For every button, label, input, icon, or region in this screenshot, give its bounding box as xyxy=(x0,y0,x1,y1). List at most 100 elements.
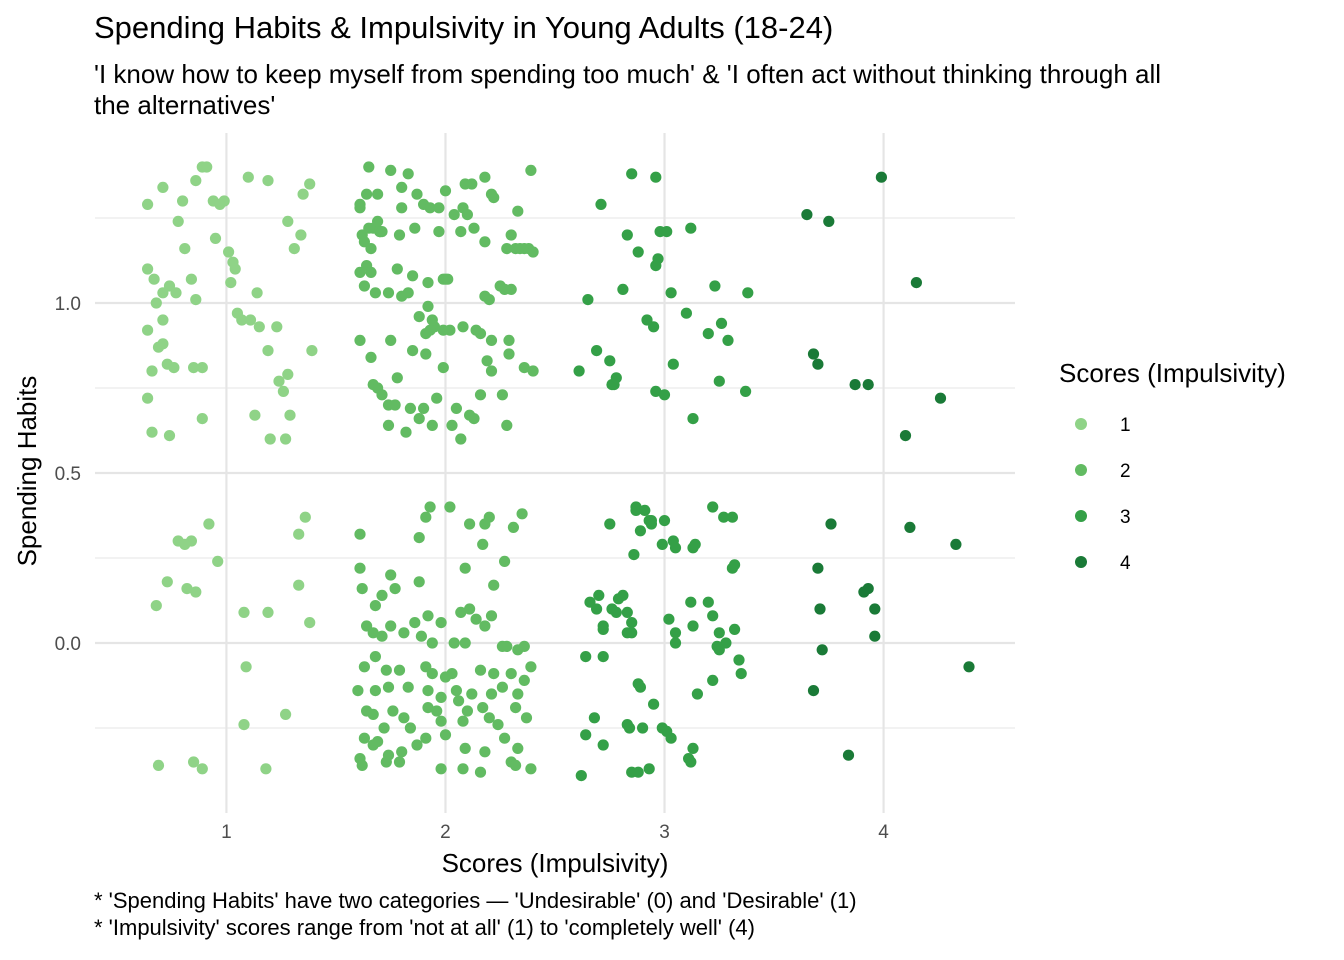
data-point xyxy=(963,661,975,673)
data-point xyxy=(404,722,416,734)
data-points xyxy=(142,161,975,782)
data-point xyxy=(812,562,824,574)
data-point xyxy=(181,583,193,595)
data-point xyxy=(899,430,912,442)
data-point xyxy=(718,511,730,523)
data-point xyxy=(474,389,487,401)
data-point xyxy=(358,732,370,744)
data-point xyxy=(604,518,616,530)
data-point xyxy=(238,719,250,731)
data-point xyxy=(527,246,539,258)
data-point xyxy=(591,603,603,615)
data-point xyxy=(354,334,366,346)
data-point xyxy=(413,576,425,588)
data-point xyxy=(372,736,384,748)
data-point xyxy=(518,362,530,374)
y-tick-label: 0.5 xyxy=(55,464,81,485)
data-point xyxy=(507,521,519,534)
data-point xyxy=(597,651,609,663)
data-point xyxy=(588,712,601,724)
data-point xyxy=(420,348,432,360)
data-point xyxy=(212,555,224,568)
data-point xyxy=(240,661,252,673)
data-point xyxy=(626,627,638,639)
data-point xyxy=(505,283,517,295)
data-point xyxy=(595,198,607,210)
data-point xyxy=(168,362,180,374)
data-point xyxy=(525,164,537,176)
data-point xyxy=(455,606,467,619)
data-point xyxy=(157,181,169,193)
data-point xyxy=(575,770,587,782)
data-point xyxy=(297,188,309,200)
data-point xyxy=(722,334,734,346)
data-point xyxy=(146,426,158,438)
data-point xyxy=(648,321,660,333)
data-point xyxy=(665,287,677,299)
data-point xyxy=(393,664,406,676)
data-point xyxy=(685,596,697,608)
data-point xyxy=(367,627,379,639)
data-point xyxy=(157,287,169,299)
data-point xyxy=(707,501,719,513)
data-point xyxy=(488,668,500,680)
data-point xyxy=(667,358,679,370)
data-point xyxy=(658,515,671,527)
data-point xyxy=(422,277,434,289)
data-point xyxy=(385,569,397,581)
data-point xyxy=(356,759,368,772)
data-point xyxy=(179,243,191,255)
data-point xyxy=(142,392,154,404)
data-point xyxy=(433,226,445,238)
data-point xyxy=(142,263,154,275)
data-point xyxy=(422,685,434,697)
data-point xyxy=(196,763,208,775)
data-point xyxy=(499,732,511,744)
data-point xyxy=(249,409,261,421)
data-point xyxy=(520,712,533,724)
caption-line: * 'Impulsivity' scores range from 'not a… xyxy=(94,915,755,940)
data-point xyxy=(512,205,524,217)
data-point xyxy=(354,202,366,214)
data-point xyxy=(485,365,498,377)
data-point xyxy=(862,379,874,391)
data-point xyxy=(650,171,662,183)
data-point xyxy=(262,345,274,357)
data-point xyxy=(420,732,432,744)
data-point xyxy=(387,705,399,717)
chart-title: Spending Habits & Impulsivity in Young A… xyxy=(94,10,834,45)
caption: * 'Spending Habits' have two categories … xyxy=(94,887,857,941)
caption-line: * 'Spending Habits' have two categories … xyxy=(94,888,857,913)
data-point xyxy=(669,637,682,649)
data-point xyxy=(444,324,456,336)
data-point xyxy=(385,620,397,632)
data-point xyxy=(380,664,392,676)
data-point xyxy=(396,202,408,214)
data-point xyxy=(483,511,495,523)
data-point xyxy=(404,402,416,414)
data-point xyxy=(742,287,754,299)
data-point xyxy=(488,192,500,204)
data-point xyxy=(304,178,316,190)
data-point xyxy=(293,528,305,540)
data-point xyxy=(293,579,305,591)
data-point xyxy=(580,729,592,741)
data-point xyxy=(518,674,530,687)
data-point xyxy=(170,287,182,299)
data-point xyxy=(424,501,436,513)
data-point xyxy=(617,589,629,602)
data-point xyxy=(643,515,655,527)
data-point xyxy=(284,409,296,421)
data-point xyxy=(435,763,447,775)
data-point xyxy=(457,715,469,727)
data-point xyxy=(685,756,697,768)
legend-key xyxy=(1075,464,1087,476)
data-point xyxy=(904,521,916,534)
data-point xyxy=(499,555,511,568)
data-point xyxy=(505,668,517,680)
data-point xyxy=(380,756,392,768)
data-point xyxy=(385,334,397,346)
y-tick-label: 1.0 xyxy=(55,294,81,315)
data-point xyxy=(196,362,208,374)
